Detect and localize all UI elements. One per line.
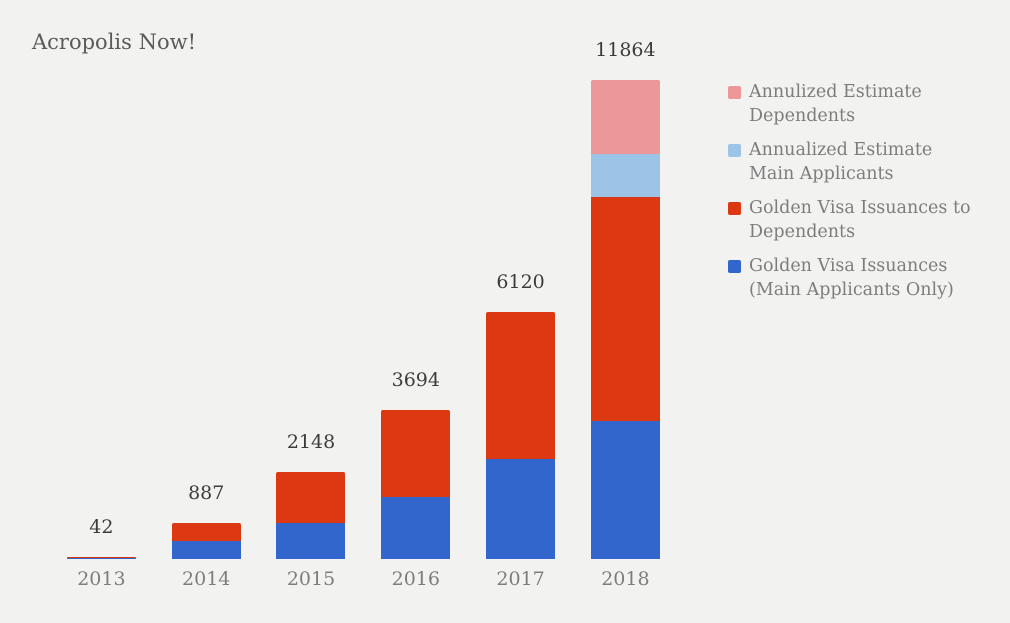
bar-value-label: 887 [188, 482, 225, 505]
legend-swatch-icon [728, 86, 741, 99]
x-axis-label: 2014 [182, 568, 231, 590]
bar-segment-golden-visa-issuances-to-dependents [66, 557, 136, 559]
bar-value-label: 3694 [391, 368, 440, 391]
bar-stack [276, 472, 346, 559]
bar-column-2014: 887 [154, 482, 259, 559]
x-axis-label: 2015 [286, 568, 336, 590]
bar-column-2018: 11864 [573, 39, 678, 559]
bar-segment-golden-visa-issuances-to-dependents [171, 523, 241, 542]
bar-column-2013: 42 [49, 516, 154, 559]
bar-stack [381, 409, 451, 559]
legend-item: Annulized Estimate Dependents [728, 80, 983, 128]
legend: Annulized Estimate Dependents Annualized … [728, 80, 983, 312]
x-axis-label: 2016 [391, 568, 440, 590]
bar-segment-golden-visa-issuances-to-dependents [590, 197, 660, 422]
bar-segment-annulized-estimate-dependents [590, 80, 660, 155]
legend-swatch-icon [728, 202, 741, 215]
x-axis-label: 2017 [496, 568, 545, 590]
x-axis-label: 2018 [601, 568, 650, 590]
legend-label: Golden Visa Issuances (Main Applicants O… [749, 256, 954, 300]
bar-segment-golden-visa-issuances-to-dependents [486, 311, 556, 460]
bar-stack [486, 311, 556, 559]
bar-stack [590, 80, 660, 559]
bar-column-2016: 3694 [363, 369, 468, 559]
bar-value-label: 42 [89, 516, 114, 539]
legend-swatch-icon [728, 260, 741, 273]
bar-segment-golden-visa-issuances-to-dependents [276, 472, 346, 524]
plot-area: 42 887 2148 3694 6120 11864 [49, 34, 678, 559]
legend-item: Golden Visa Issuances (Main Applicants O… [728, 254, 983, 302]
bar-segment-golden-visa-issuances-to-dependents [381, 409, 451, 497]
bar-segment-golden-visa-issuances-main-applicants-only [590, 421, 660, 559]
legend-swatch-icon [728, 144, 741, 157]
chart-title: Acropolis Now! [32, 30, 197, 54]
bar-column-2015: 2148 [259, 431, 364, 559]
bar-segment-annualized-estimate-main-applicants [590, 154, 660, 198]
bar-segment-golden-visa-issuances-main-applicants-only [381, 496, 451, 559]
x-axis: 2013 2014 2015 2016 2017 2018 [49, 568, 678, 590]
bar-segment-golden-visa-issuances-main-applicants-only [276, 523, 346, 559]
bar-segment-golden-visa-issuances-main-applicants-only [486, 459, 556, 559]
bar-segment-golden-visa-issuances-main-applicants-only [66, 558, 136, 559]
bar-value-label: 2148 [286, 431, 336, 454]
bar-value-label: 11864 [595, 39, 656, 62]
bar-value-label: 6120 [496, 270, 545, 293]
bar-segment-golden-visa-issuances-main-applicants-only [171, 541, 241, 559]
bar-stack [171, 523, 241, 559]
legend-label: Annualized Estimate Main Applicants [749, 140, 933, 184]
x-axis-label: 2013 [77, 568, 126, 590]
bar-column-2017: 6120 [468, 271, 573, 559]
legend-item: Golden Visa Issuances to Dependents [728, 196, 983, 244]
legend-item: Annualized Estimate Main Applicants [728, 138, 983, 186]
legend-label: Annulized Estimate Dependents [749, 82, 922, 126]
bar-stack [66, 557, 136, 559]
legend-label: Golden Visa Issuances to Dependents [749, 198, 971, 242]
